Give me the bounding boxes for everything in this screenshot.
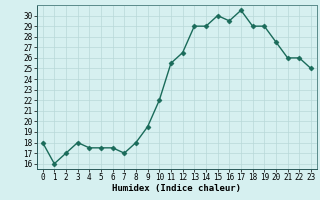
X-axis label: Humidex (Indice chaleur): Humidex (Indice chaleur) — [112, 184, 241, 193]
